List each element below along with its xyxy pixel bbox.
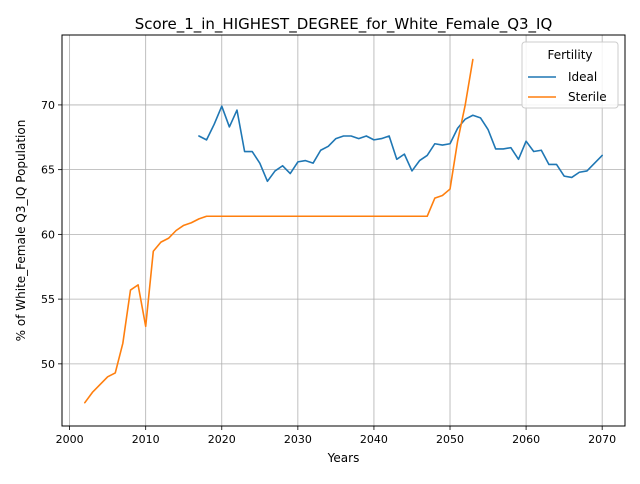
legend-label-ideal: Ideal	[568, 70, 597, 84]
axis-ticks: 2000 2010 2020 2030 2040 2050 2060 2070 50 55 60 65…	[41, 99, 616, 446]
legend-title: Fertility	[547, 48, 592, 62]
x-tick-label: 2010	[132, 433, 160, 446]
x-tick-label: 2070	[588, 433, 616, 446]
series-line-sterile	[84, 58, 474, 404]
x-tick-label: 2040	[360, 433, 388, 446]
series-line-ideal	[198, 105, 603, 183]
x-tick-label: 2030	[284, 433, 312, 446]
x-axis-label: Years	[327, 451, 360, 465]
y-axis-label: % of White_Female Q3_IQ Population	[14, 120, 28, 342]
y-tick-label: 55	[41, 293, 55, 306]
chart-title: Score_1_in_HIGHEST_DEGREE_for_White_Fema…	[135, 15, 553, 34]
y-tick-label: 70	[41, 99, 55, 112]
x-tick-label: 2060	[512, 433, 540, 446]
legend-label-sterile: Sterile	[568, 90, 607, 104]
y-tick-label: 65	[41, 164, 55, 177]
x-tick-label: 2050	[436, 433, 464, 446]
legend: Fertility Ideal Sterile	[521, 41, 619, 109]
y-tick-label: 50	[41, 358, 55, 371]
y-tick-label: 60	[41, 228, 55, 241]
x-tick-label: 2000	[56, 433, 84, 446]
series-lines	[84, 58, 603, 404]
x-tick-label: 2020	[208, 433, 236, 446]
plot-frame	[61, 34, 626, 427]
legend-box	[521, 41, 619, 109]
